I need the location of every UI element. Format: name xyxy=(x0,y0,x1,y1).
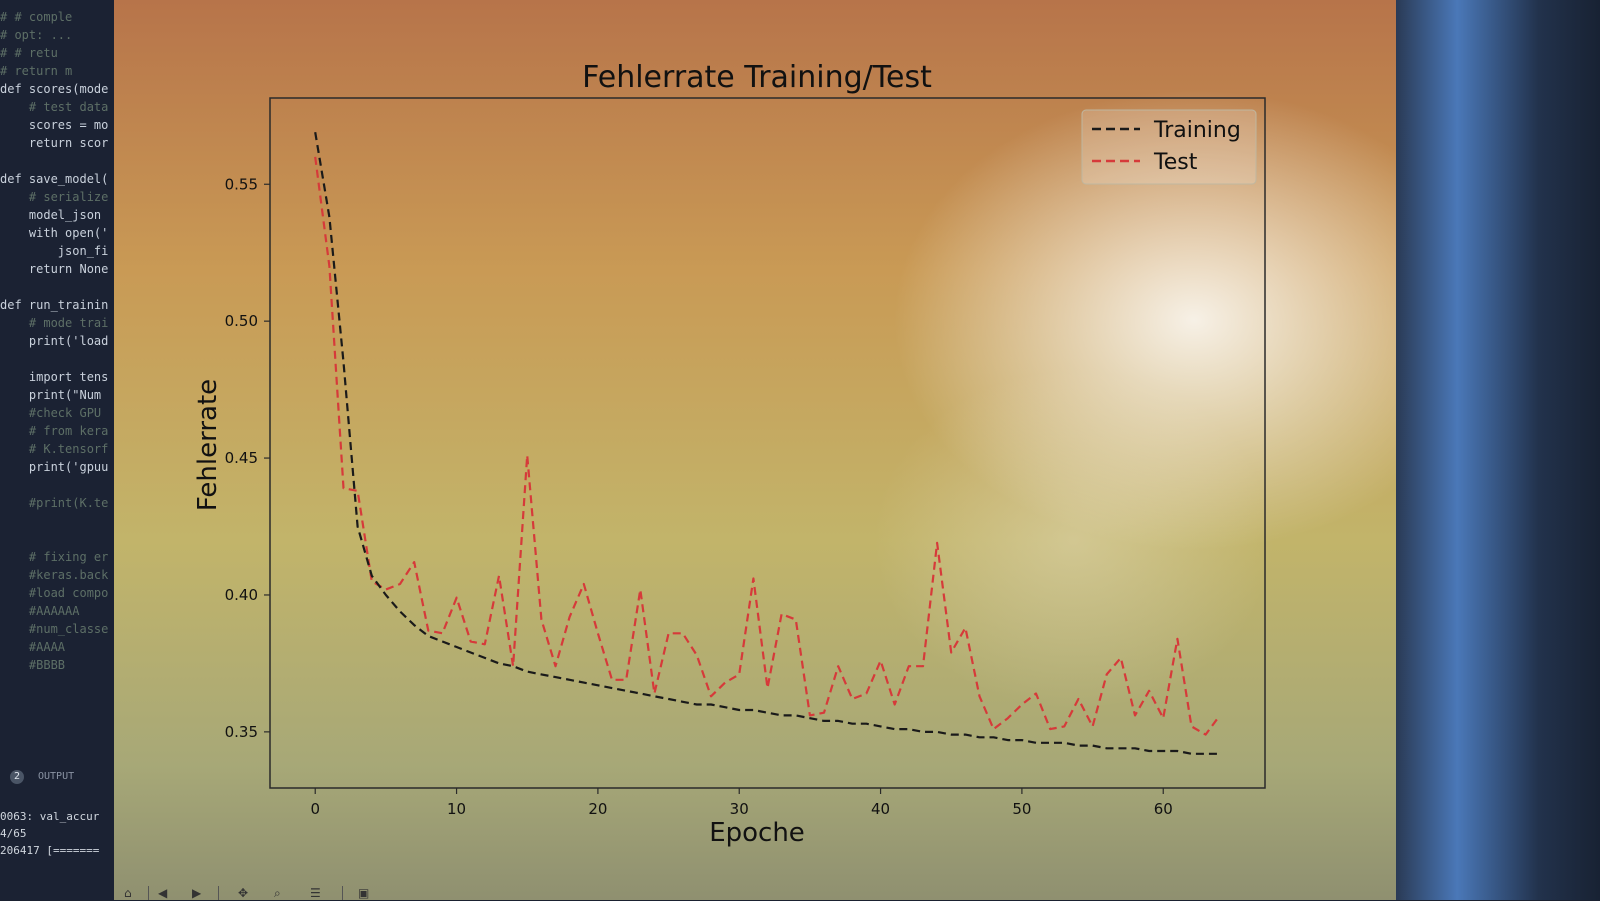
code-line: #load compo xyxy=(0,586,109,600)
terminal-line: 206417 [======= xyxy=(0,844,100,857)
y-axis-label: Fehlerrate xyxy=(193,379,223,511)
code-line: #BBBB xyxy=(0,658,66,672)
code-line: def save_model( xyxy=(0,172,109,186)
home-icon[interactable]: ⌂ xyxy=(124,886,132,900)
code-line: def run_trainin xyxy=(0,298,109,312)
y-tick-label: 0.55 xyxy=(225,175,258,193)
code-line: #AAAA xyxy=(0,640,66,654)
code-line: scores = mo xyxy=(0,118,109,132)
code-line: with open(' xyxy=(0,226,109,240)
code-line: # serialize xyxy=(0,190,109,204)
y-tick-label: 0.35 xyxy=(225,723,258,741)
x-axis-label: Epoche xyxy=(709,818,805,848)
y-tick-label: 0.45 xyxy=(225,449,258,467)
forward-icon[interactable]: ▶ xyxy=(192,886,202,900)
legend-label-training: Training xyxy=(1153,118,1241,143)
problems-count-badge[interactable]: 2 xyxy=(10,770,24,784)
code-line: # # retu xyxy=(0,46,58,60)
terminal-line: 4/65 xyxy=(0,827,27,840)
y-axis: 0.35 0.40 0.45 0.50 0.55 xyxy=(225,175,270,741)
code-line: import tens xyxy=(0,370,109,384)
code-line: model_json xyxy=(0,208,109,222)
series-layer xyxy=(314,132,1221,755)
code-line: return scor xyxy=(0,136,109,150)
code-line: #AAAAAA xyxy=(0,604,80,618)
background-window xyxy=(1396,0,1600,900)
legend: Training Test xyxy=(1081,109,1257,185)
legend-label-test: Test xyxy=(1153,150,1198,175)
back-icon[interactable]: ◀ xyxy=(158,886,168,900)
code-line: # test data xyxy=(0,100,109,114)
code-line: print("Num xyxy=(0,388,109,402)
code-line: json_fi xyxy=(0,244,109,258)
y-tick-label: 0.50 xyxy=(225,312,258,330)
code-line: # mode trai xyxy=(0,316,109,330)
chart-title: Fehlerrate Training/Test xyxy=(582,60,932,95)
code-line: return None xyxy=(0,262,109,276)
code-line: # K.tensorf xyxy=(0,442,109,456)
pan-icon[interactable]: ✥ xyxy=(238,886,249,900)
y-tick-label: 0.40 xyxy=(225,586,258,604)
code-line: # from kera xyxy=(0,424,109,438)
tab-output[interactable]: OUTPUT xyxy=(38,771,75,782)
code-line: def scores(mode xyxy=(0,82,109,96)
configure-icon[interactable]: ☰ xyxy=(310,886,321,900)
terminal-line: 0063: val_accur xyxy=(0,810,100,823)
x-tick-label: 50 xyxy=(1012,800,1031,818)
save-icon[interactable]: ▣ xyxy=(358,886,370,900)
x-tick-label: 40 xyxy=(871,800,890,818)
code-line: #print(K.te xyxy=(0,496,109,510)
plot-toolbar: ⌂ ◀ ▶ ✥ ⌕ ☰ ▣ xyxy=(114,886,514,900)
code-line: print('gpuu xyxy=(0,460,109,474)
x-tick-label: 0 xyxy=(310,800,320,818)
x-tick-label: 60 xyxy=(1154,800,1173,818)
line-chart: Fehlerrate Training/Test 0 10 20 30 40 50 60 0… xyxy=(193,60,1266,848)
x-tick-label: 20 xyxy=(588,800,607,818)
plot-frame xyxy=(269,97,1266,789)
code-line: #num_classe xyxy=(0,622,109,636)
x-tick-label: 30 xyxy=(730,800,749,818)
plot-window xyxy=(114,0,1396,900)
code-line: #keras.back xyxy=(0,568,109,582)
panel-tab-bar: 2 OUTPUT xyxy=(0,770,114,790)
series-line-test xyxy=(314,156,1221,736)
code-line: print('load xyxy=(0,334,109,348)
x-tick-label: 10 xyxy=(447,800,466,818)
code-editor-pane[interactable]: # # comple # opt: ... # # retu # return m de… xyxy=(0,0,114,900)
code-line: # opt: ... xyxy=(0,28,73,42)
zoom-icon[interactable]: ⌕ xyxy=(274,886,281,900)
code-line: #check GPU xyxy=(0,406,109,420)
series-line-training xyxy=(314,132,1220,755)
code-line: # fixing er xyxy=(0,550,109,564)
code-line: # # comple xyxy=(0,10,73,24)
code-line: # return m xyxy=(0,64,73,78)
x-axis: 0 10 20 30 40 50 60 xyxy=(310,788,1173,818)
